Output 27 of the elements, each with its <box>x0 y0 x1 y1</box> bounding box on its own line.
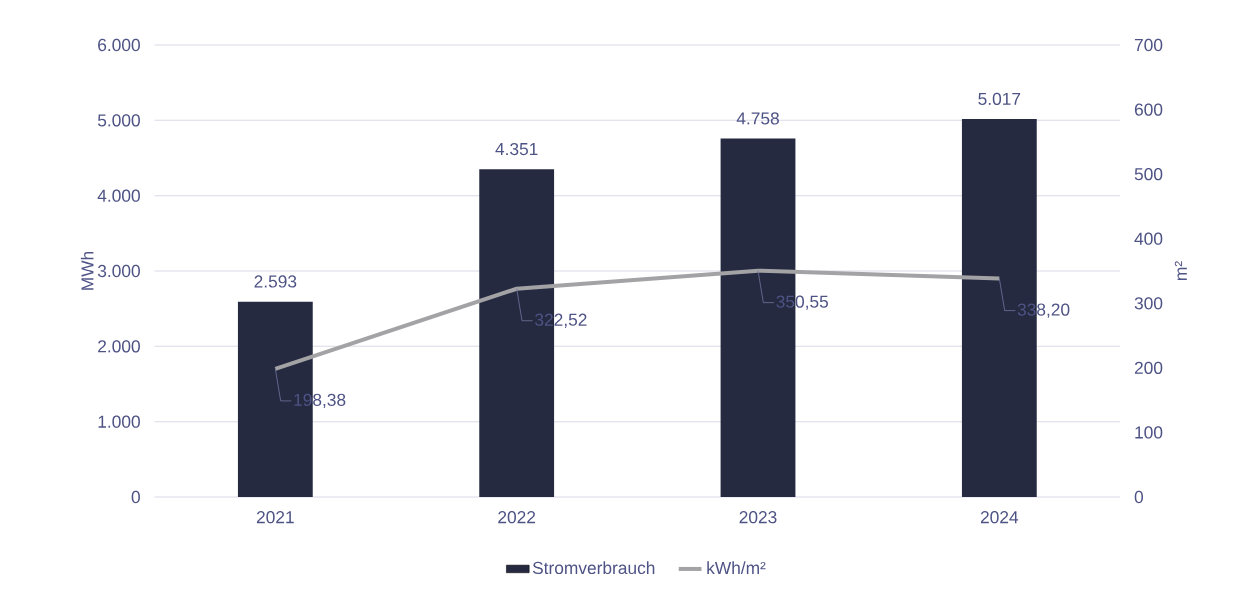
y-tick-label: 4.000 <box>97 189 140 202</box>
data-label: 4.351 <box>495 142 538 156</box>
data-label: 2.593 <box>254 275 297 288</box>
y-tick-label: 2.000 <box>98 340 140 353</box>
y2-tick-label: 500 <box>1134 168 1163 181</box>
y-tick-label: 5.000 <box>97 114 140 127</box>
legend-label: kWh/m² <box>707 561 766 575</box>
x-tick-label: 2022 <box>498 511 536 524</box>
legend-label: Stromverbrauch <box>532 561 655 575</box>
y-tick-label: 6.000 <box>98 38 140 52</box>
y2-tick-label: 200 <box>1134 361 1163 374</box>
y2-tick-label: 700 <box>1134 38 1163 52</box>
y2-axis-title: m² <box>1174 261 1187 280</box>
data-label: 4.758 <box>736 112 779 125</box>
y2-tick-label: 400 <box>1134 232 1163 245</box>
x-tick-label: 2024 <box>980 511 1019 524</box>
y-tick-label: 0 <box>131 490 140 504</box>
y-axis-title: MWh <box>80 251 94 290</box>
data-label: 5.017 <box>978 92 1021 106</box>
y2-tick-label: 600 <box>1134 103 1163 116</box>
x-tick-label: 2021 <box>256 511 294 524</box>
y2-tick-label: 0 <box>1134 490 1144 504</box>
y2-tick-label: 300 <box>1134 297 1163 310</box>
x-tick-label: 2023 <box>739 511 777 524</box>
y-tick-label: 1.000 <box>98 415 140 428</box>
y-tick-label: 3.000 <box>97 264 140 278</box>
y2-tick-label: 100 <box>1135 426 1163 439</box>
